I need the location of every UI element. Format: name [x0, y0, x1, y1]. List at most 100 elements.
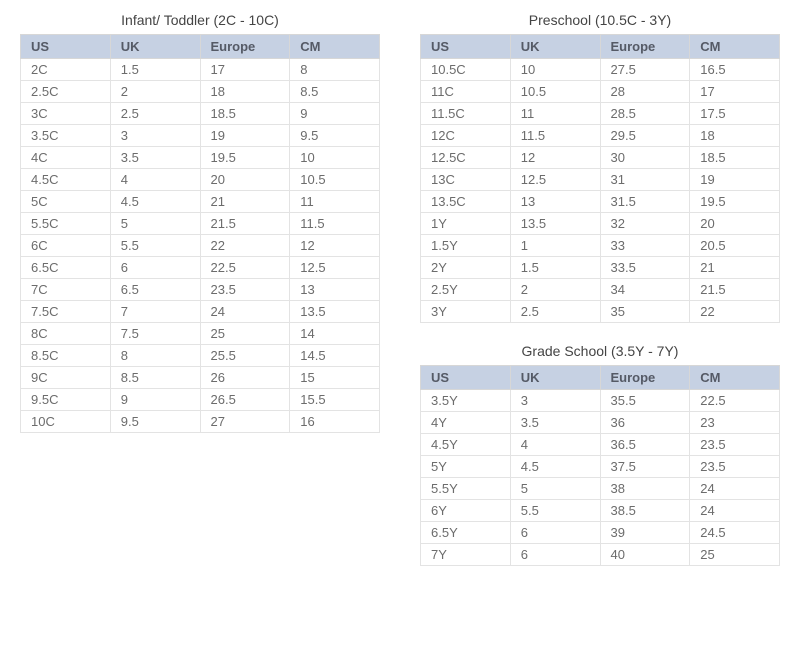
table-row: 9C8.52615 [21, 367, 380, 389]
column-header: CM [290, 35, 380, 59]
table-cell: 17.5 [690, 103, 780, 125]
table-cell: 25.5 [200, 345, 290, 367]
table-cell: 10 [290, 147, 380, 169]
table-row: 2.5Y23421.5 [421, 279, 780, 301]
table-row: 1Y13.53220 [421, 213, 780, 235]
layout-columns: Infant/ Toddler (2C - 10C) USUKEuropeCM2… [20, 12, 780, 586]
table-row: 2.5C2188.5 [21, 81, 380, 103]
table-row: 11.5C1128.517.5 [421, 103, 780, 125]
table-cell: 14.5 [290, 345, 380, 367]
table-cell: 26 [200, 367, 290, 389]
table-cell: 33 [600, 235, 690, 257]
table-cell: 18.5 [200, 103, 290, 125]
table-cell: 4.5 [510, 456, 600, 478]
table-cell: 2 [110, 81, 200, 103]
table-cell: 23 [690, 412, 780, 434]
table-cell: 20 [200, 169, 290, 191]
column-header: CM [690, 35, 780, 59]
column-header: UK [110, 35, 200, 59]
table-cell: 8C [21, 323, 111, 345]
table-row: 13C12.53119 [421, 169, 780, 191]
table-cell: 8.5 [110, 367, 200, 389]
table-cell: 29.5 [600, 125, 690, 147]
table-cell: 12 [510, 147, 600, 169]
table-cell: 32 [600, 213, 690, 235]
table-cell: 36 [600, 412, 690, 434]
table-cell: 28.5 [600, 103, 690, 125]
table-cell: 24 [690, 478, 780, 500]
column-header: UK [510, 366, 600, 390]
grade-school-title: Grade School (3.5Y - 7Y) [420, 343, 780, 359]
table-cell: 5.5C [21, 213, 111, 235]
table-cell: 10.5 [510, 81, 600, 103]
table-row: 13.5C1331.519.5 [421, 191, 780, 213]
table-cell: 11.5C [421, 103, 511, 125]
table-cell: 4 [510, 434, 600, 456]
table-cell: 21 [200, 191, 290, 213]
table-cell: 23.5 [690, 456, 780, 478]
column-header: Europe [600, 35, 690, 59]
table-cell: 38.5 [600, 500, 690, 522]
preschool-title: Preschool (10.5C - 3Y) [420, 12, 780, 28]
table-cell: 12 [290, 235, 380, 257]
table-cell: 9.5C [21, 389, 111, 411]
table-cell: 1.5 [110, 59, 200, 81]
table-cell: 33.5 [600, 257, 690, 279]
table-cell: 24 [690, 500, 780, 522]
table-cell: 17 [690, 81, 780, 103]
table-cell: 12.5 [510, 169, 600, 191]
table-cell: 2.5 [510, 301, 600, 323]
table-cell: 5.5 [510, 500, 600, 522]
table-cell: 19 [200, 125, 290, 147]
table-cell: 19.5 [200, 147, 290, 169]
table-cell: 14 [290, 323, 380, 345]
table-row: 2C1.5178 [21, 59, 380, 81]
table-cell: 7Y [421, 544, 511, 566]
table-cell: 3.5 [510, 412, 600, 434]
table-cell: 5 [110, 213, 200, 235]
table-row: 4C3.519.510 [21, 147, 380, 169]
table-cell: 6 [110, 257, 200, 279]
table-cell: 15 [290, 367, 380, 389]
table-row: 10C9.52716 [21, 411, 380, 433]
column-header: US [421, 35, 511, 59]
table-cell: 18 [200, 81, 290, 103]
table-cell: 38 [600, 478, 690, 500]
table-cell: 15.5 [290, 389, 380, 411]
left-column: Infant/ Toddler (2C - 10C) USUKEuropeCM2… [20, 12, 380, 453]
right-column: Preschool (10.5C - 3Y) USUKEuropeCM10.5C… [420, 12, 780, 586]
table-row: 7Y64025 [421, 544, 780, 566]
table-row: 7C6.523.513 [21, 279, 380, 301]
table-cell: 9 [110, 389, 200, 411]
table-cell: 6C [21, 235, 111, 257]
table-row: 8.5C825.514.5 [21, 345, 380, 367]
table-cell: 7.5C [21, 301, 111, 323]
table-cell: 5.5 [110, 235, 200, 257]
table-cell: 18 [690, 125, 780, 147]
table-cell: 31 [600, 169, 690, 191]
table-row: 4.5C42010.5 [21, 169, 380, 191]
table-cell: 3 [110, 125, 200, 147]
table-row: 7.5C72413.5 [21, 301, 380, 323]
column-header: Europe [600, 366, 690, 390]
table-cell: 11 [290, 191, 380, 213]
table-cell: 3C [21, 103, 111, 125]
table-cell: 25 [200, 323, 290, 345]
table-cell: 21.5 [690, 279, 780, 301]
table-cell: 10C [21, 411, 111, 433]
table-cell: 2C [21, 59, 111, 81]
table-cell: 16.5 [690, 59, 780, 81]
table-cell: 24 [200, 301, 290, 323]
table-row: 6C5.52212 [21, 235, 380, 257]
table-cell: 4.5C [21, 169, 111, 191]
table-cell: 3Y [421, 301, 511, 323]
table-cell: 36.5 [600, 434, 690, 456]
table-cell: 8 [110, 345, 200, 367]
table-cell: 11C [421, 81, 511, 103]
table-cell: 26.5 [200, 389, 290, 411]
table-cell: 19 [690, 169, 780, 191]
table-cell: 3 [510, 390, 600, 412]
table-cell: 23.5 [690, 434, 780, 456]
table-row: 6.5Y63924.5 [421, 522, 780, 544]
table-cell: 10.5 [290, 169, 380, 191]
